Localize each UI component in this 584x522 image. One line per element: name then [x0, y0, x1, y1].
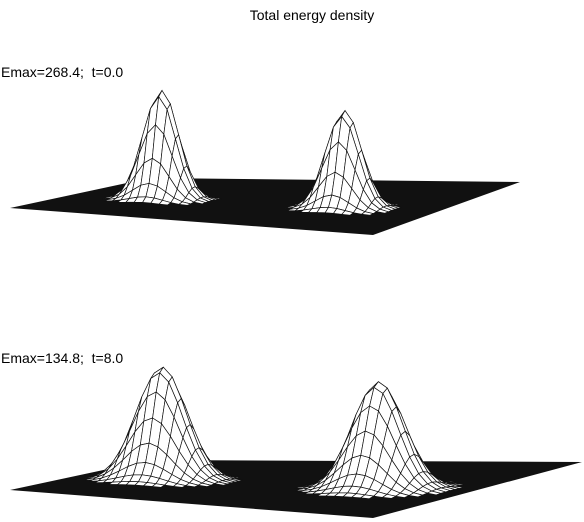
surface-mesh-cell — [172, 483, 187, 488]
surface-mesh-cell — [184, 482, 200, 488]
surface-mesh-cell — [213, 481, 229, 486]
surface-mesh-cell — [178, 201, 192, 206]
surface-mesh-cell — [375, 208, 390, 214]
surface-mesh-cell — [341, 210, 355, 216]
surface-mesh-cell — [158, 199, 172, 206]
figure-title: Total energy density — [249, 7, 375, 23]
surface-mesh-cell — [394, 492, 411, 498]
surface-mesh-cell — [408, 492, 424, 498]
panel-annotation-bottom: Emax=134.8; t=8.0 — [1, 350, 124, 366]
surface-mesh-cell — [192, 199, 207, 205]
surface-mesh-cell — [360, 211, 375, 216]
surface-plot-bottom — [10, 366, 582, 518]
panel-annotation-top: Emax=268.4; t=0.0 — [1, 64, 124, 80]
surface-mesh-cell — [151, 483, 166, 488]
surface-mesh-cell — [426, 490, 442, 496]
surface-floor — [10, 460, 582, 518]
surface-mesh-cell — [197, 482, 213, 487]
surface-mesh-cell — [381, 493, 397, 499]
surface-plot-top — [10, 89, 520, 235]
surface-mesh-cell — [359, 494, 375, 500]
surface-floor — [10, 178, 520, 235]
